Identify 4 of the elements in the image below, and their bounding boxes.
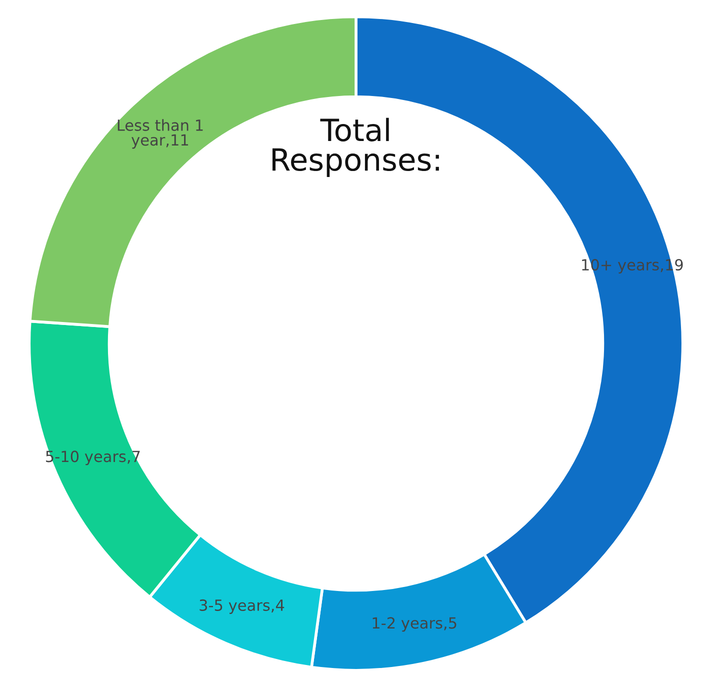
slice-label: 1-2 years,5	[372, 617, 456, 632]
text: Total Responses:	[272, 118, 439, 177]
slice-label: 3-5 years,4	[200, 599, 284, 614]
slice-label: Less than 1 year,11	[118, 119, 203, 149]
